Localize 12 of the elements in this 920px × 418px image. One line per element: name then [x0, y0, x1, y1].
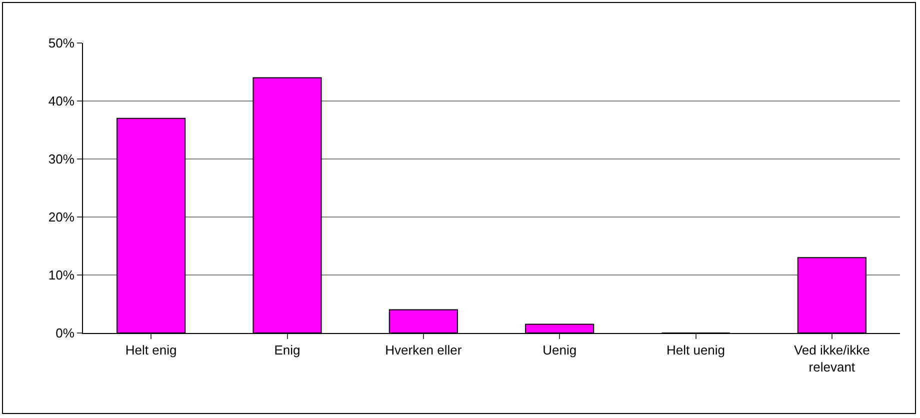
x-tick-label: Hverken eller [385, 342, 462, 358]
x-tick-label: Helt enig [125, 342, 177, 358]
y-tick-label: 40% [48, 94, 75, 109]
x-tick-label: Enig [274, 342, 300, 358]
y-tick-label: 30% [48, 152, 75, 167]
y-tick-label: 50% [48, 36, 75, 51]
y-tick-label: 20% [48, 210, 75, 225]
x-tick-label: Uenig [542, 342, 577, 358]
x-tick-label: Ved ikke/ikke relevant [794, 342, 870, 374]
x-tick-label: Helt uenig [666, 342, 726, 358]
y-tick-label: 0% [56, 326, 75, 341]
y-tick-label: 10% [48, 268, 75, 283]
